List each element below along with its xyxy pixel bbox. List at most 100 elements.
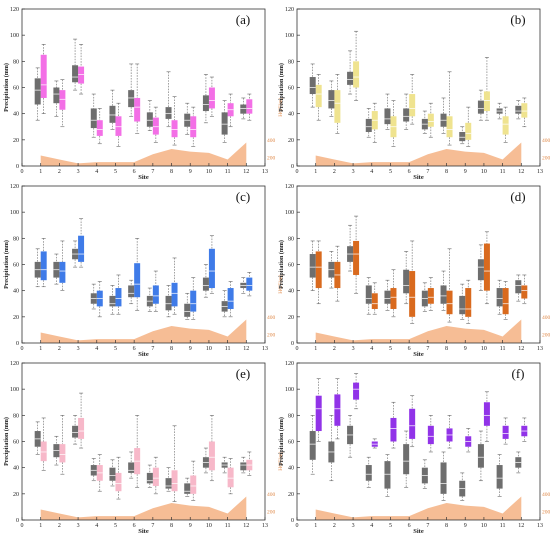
y2-tick-label: 200 [267, 155, 276, 161]
x-tick-label: 1 [314, 346, 317, 352]
x-tick-label: 12 [243, 523, 249, 529]
box-colored-site-11 [502, 106, 509, 143]
hgt-area [315, 319, 522, 343]
x-tick-label: 5 [389, 346, 392, 352]
x-tick-label: 3 [77, 169, 80, 175]
box-iqr [40, 441, 47, 462]
box-gray-site-6 [403, 93, 410, 130]
y-tick-label: 120 [285, 361, 294, 367]
box-iqr [309, 254, 316, 278]
x-tick-label: 13 [262, 523, 268, 529]
box-gray-site-3 [347, 415, 354, 458]
box-colored-site-4 [371, 438, 378, 449]
box-gray-site-2 [53, 253, 60, 285]
box-iqr [146, 472, 153, 484]
box-gray-site-12 [240, 97, 247, 120]
box-iqr [190, 116, 197, 138]
x-tick-label: 6 [133, 169, 136, 175]
box-colored-site-12 [246, 272, 253, 297]
box-iqr [190, 475, 197, 494]
box-iqr [459, 295, 466, 315]
box-colored-site-7 [427, 277, 434, 311]
box-iqr [109, 105, 116, 123]
box-gray-site-2 [328, 251, 335, 289]
box-iqr [446, 290, 453, 315]
box-iqr [208, 441, 215, 471]
box-iqr [184, 303, 191, 317]
box-gray-site-5 [109, 459, 116, 487]
box-iqr [309, 431, 316, 460]
y-tick-label: 120 [285, 184, 294, 190]
x-tick-label: 10 [206, 523, 212, 529]
y-tick-label: 20 [288, 315, 294, 321]
x-tick-label: 13 [537, 346, 543, 352]
y-tick-label: 20 [13, 315, 19, 321]
box-gray-site-2 [53, 80, 60, 117]
box-gray-site-10 [202, 447, 209, 474]
box-iqr [115, 116, 122, 136]
x-tick-label: 11 [225, 346, 231, 352]
x-tick-label: 13 [262, 346, 268, 352]
x-tick-label: 6 [408, 523, 411, 529]
box-iqr [40, 54, 47, 98]
box-colored-site-1 [315, 74, 322, 121]
y-tick-label: 0 [291, 518, 294, 524]
x-tick-label: 11 [500, 523, 506, 529]
box-iqr [78, 417, 85, 439]
x-tick-label: 0 [296, 169, 299, 175]
y-tick-label: 20 [13, 138, 19, 144]
x-tick-label: 0 [21, 523, 24, 529]
box-iqr [365, 118, 372, 132]
box-iqr [365, 465, 372, 481]
x-tick-label: 0 [296, 523, 299, 529]
box-colored-site-3 [78, 392, 85, 449]
y2-axis-label: HGT(m) [277, 274, 284, 293]
box-iqr [496, 465, 503, 489]
box-gray-site-10 [202, 264, 209, 298]
box-gray-site-10 [477, 430, 484, 482]
x-tick-label: 4 [95, 346, 98, 352]
box-colored-site-8 [446, 248, 453, 323]
box-iqr [427, 113, 434, 127]
panel-label: (d) [510, 189, 525, 204]
y-tick-label: 20 [288, 138, 294, 144]
x-axis-label: Site [413, 174, 424, 181]
y2-tick-label: 400 [267, 492, 276, 498]
y-tick-label: 0 [16, 164, 19, 170]
box-iqr [96, 120, 103, 136]
y2-tick-label: 400 [542, 138, 550, 144]
box-iqr [515, 280, 522, 294]
box-gray-site-4 [365, 108, 372, 138]
box-iqr [202, 95, 209, 112]
box-gray-site-3 [72, 38, 79, 91]
box-gray-site-5 [109, 285, 116, 315]
y-tick-label: 40 [13, 112, 19, 118]
x-tick-label: 8 [170, 523, 173, 529]
y-tick-label: 80 [13, 59, 19, 65]
box-gray-site-9 [459, 283, 466, 320]
box-iqr [440, 285, 447, 304]
box-gray-site-1 [34, 248, 41, 288]
box-iqr [465, 122, 472, 140]
box-colored-site-6 [134, 63, 141, 134]
box-iqr [72, 425, 79, 438]
y2-tick-label: 200 [542, 155, 550, 161]
box-gray-site-11 [221, 456, 228, 474]
x-tick-label: 5 [114, 169, 117, 175]
box-colored-site-10 [208, 415, 215, 482]
box-iqr [109, 467, 116, 481]
box-iqr [440, 462, 447, 494]
box-iqr [365, 285, 372, 304]
y-tick-label: 80 [288, 59, 294, 65]
box-gray-site-7 [146, 464, 153, 488]
x-tick-label: 4 [370, 523, 373, 529]
box-colored-site-2 [334, 74, 341, 134]
box-gray-site-9 [184, 292, 191, 320]
y-tick-label: 40 [288, 466, 294, 472]
box-iqr [72, 65, 79, 83]
box-colored-site-3 [353, 30, 360, 101]
x-tick-label: 8 [170, 169, 173, 175]
